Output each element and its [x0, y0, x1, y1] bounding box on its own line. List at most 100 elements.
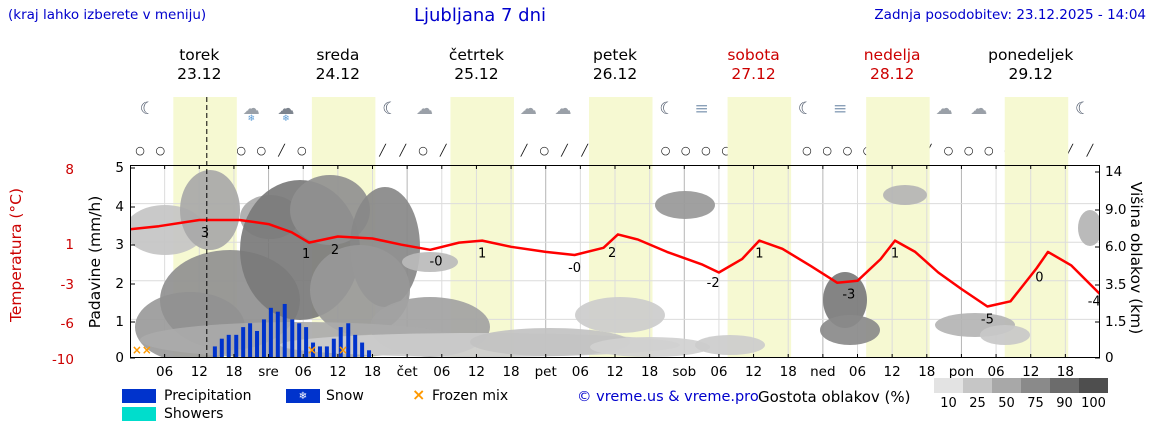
hour-label: 06: [433, 364, 451, 380]
cloud-scale-value: 10: [940, 396, 957, 411]
snow-swatch: ❄: [286, 389, 320, 403]
calm-wind-icon: ○: [984, 144, 994, 157]
weather-symbol-icon: ☾: [129, 101, 165, 118]
cloud-density-blob: [820, 315, 880, 345]
weather-symbol-icon: ☾: [649, 101, 685, 118]
hour-label: 12: [467, 364, 486, 380]
frozen-mix-icon: ×: [412, 385, 426, 404]
hour-label: 18: [363, 364, 382, 380]
hour-label: 18: [918, 364, 936, 380]
precipitation-bar: [317, 346, 322, 358]
precipitation-bar: [346, 323, 351, 358]
snow-legend-label: Snow: [326, 388, 364, 404]
weather-glyph: ≡: [694, 99, 709, 119]
weather-symbol-icon: ☾: [372, 101, 408, 118]
wind-barb-icon: ╱: [1066, 144, 1073, 157]
calm-wind-icon: ○: [721, 144, 731, 157]
day-name: nedelja: [863, 46, 921, 64]
hour-label: 06: [987, 364, 1005, 380]
wind-barb-icon: ╱: [278, 144, 285, 157]
weather-glyph: ☾: [139, 99, 155, 119]
weather-glyph: ☾: [382, 99, 398, 119]
weather-glyph: ≡: [833, 99, 848, 119]
precipitation-bar: [268, 307, 273, 358]
cloud-scale-value: 90: [1056, 396, 1073, 411]
hour-label: 12: [1022, 364, 1040, 380]
frozen-mix-marker: ×: [338, 343, 348, 357]
weather-glyph: ☁: [970, 99, 988, 119]
weather-symbol-icon: ☁❄: [268, 101, 304, 124]
cloud-tick-label: 14: [1105, 164, 1123, 180]
temperature-value-label: 3: [201, 226, 209, 241]
cloud-tick-label: 9.0: [1105, 202, 1127, 218]
cloud-density-blob: [575, 297, 665, 333]
precipitation-bar: [241, 327, 246, 358]
day-date: 23.12: [177, 65, 222, 83]
snowfall-glyph: ❄: [282, 114, 290, 124]
temperature-value-label: -4: [1088, 294, 1100, 309]
hour-label: 06: [294, 364, 312, 380]
weather-glyph: ☁: [554, 99, 572, 119]
hour-label: 06: [710, 364, 728, 380]
last-update-timestamp: Zadnja posodobitev: 23.12.2025 - 14:04: [874, 7, 1146, 23]
cloud-tick-label: 1.5: [1105, 314, 1127, 330]
precipitation-bar: [275, 311, 280, 358]
precipitation-bar: [248, 323, 253, 358]
day-date: 26.12: [592, 65, 638, 83]
calm-wind-icon: ○: [296, 144, 307, 157]
cloud-density-scale-title: Gostota oblakov (%): [758, 388, 911, 406]
temp-tick-label: -3: [60, 277, 74, 293]
weather-symbol-icon: ☁: [961, 101, 997, 118]
precipitation-bar: [311, 342, 316, 358]
frozen-mix-marker: ×: [307, 343, 317, 357]
weather-glyph: ☾: [797, 99, 814, 119]
temperature-value-label: -3: [842, 288, 855, 303]
calm-wind-icon: ○: [256, 144, 267, 157]
precipitation-bar: [297, 323, 302, 358]
precip-tick-label: 4: [115, 199, 124, 215]
calm-wind-icon: ○: [680, 144, 691, 157]
frozen-mix-marker: ×: [132, 343, 142, 357]
day-name: sreda: [316, 46, 360, 64]
day-abbrev-label: pon: [948, 364, 975, 380]
wind-barb-icon: ╱: [520, 144, 528, 157]
weather-glyph: ☾: [659, 99, 675, 119]
calm-wind-icon: ○: [822, 144, 832, 157]
day-date: 24.12: [315, 65, 361, 83]
precipitation-bar: [282, 303, 287, 358]
cloud-density-blob: [695, 335, 765, 355]
weather-symbol-icon: ☁❄: [233, 101, 269, 124]
cloud-tick-label: 6.0: [1105, 239, 1127, 255]
cloud-scale-value: 75: [1027, 396, 1044, 411]
wind-barb-icon: ╱: [379, 144, 386, 157]
temperature-value-label: 2: [608, 246, 616, 261]
calm-wind-icon: ○: [660, 144, 671, 157]
temperature-line: [130, 218, 1100, 308]
weather-glyph: ☁: [242, 99, 260, 119]
temp-tick-label: 8: [65, 162, 74, 178]
day-header: nedelja 28.12: [822, 46, 962, 84]
copyright-link[interactable]: © vreme.us & vreme.pro: [577, 389, 759, 405]
cloud-density-blob: [980, 325, 1030, 345]
precipitation-bar: [226, 334, 231, 358]
hour-label: 12: [883, 364, 901, 380]
hour-label: 06: [848, 364, 867, 380]
precip-tick-label: 0: [115, 350, 124, 366]
precip-tick-label: 2: [115, 276, 124, 292]
day-name: ponedeljek: [988, 46, 1074, 64]
temp-tick-label: -6: [60, 316, 74, 332]
day-header: sobota 27.12: [684, 46, 824, 84]
precipitation-bar: [290, 319, 295, 358]
calm-wind-icon: ○: [842, 144, 853, 157]
day-abbrev-label: ned: [810, 364, 836, 380]
day-abbrev-label: čet: [396, 364, 418, 380]
hour-label: 18: [641, 364, 659, 380]
temperature-value-label: -0: [430, 254, 443, 269]
temperature-value-label: -2: [707, 276, 720, 291]
snowfall-glyph: ❄: [247, 114, 256, 124]
cloud-density-blob: [883, 185, 927, 205]
day-header: sreda 24.12: [268, 46, 408, 84]
showers-legend-label: Showers: [164, 406, 224, 422]
hour-label: 12: [329, 364, 347, 380]
weather-symbol-icon: ≡: [684, 101, 720, 118]
